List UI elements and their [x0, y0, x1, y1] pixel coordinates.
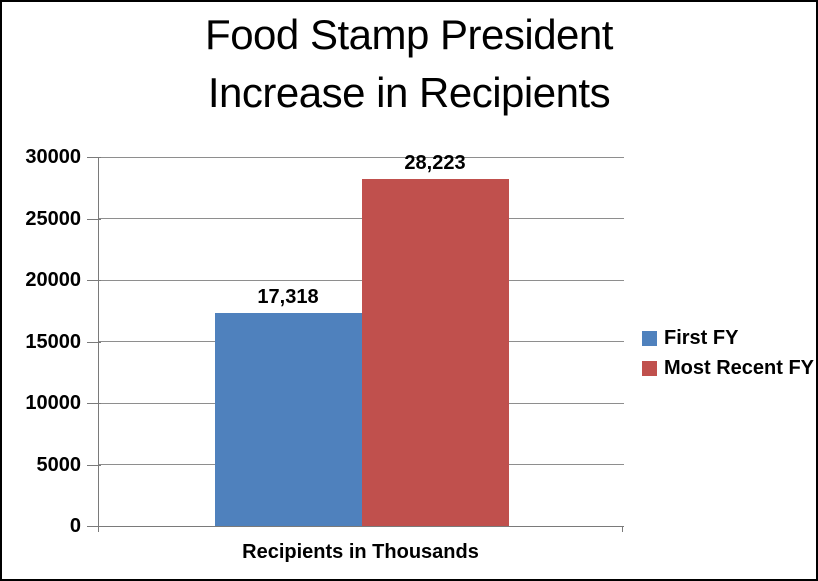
chart-title: Food Stamp President Increase in Recipie…	[2, 6, 816, 122]
y-axis-tick-25000	[87, 218, 101, 220]
x-axis-boundary-tick-0	[98, 527, 99, 532]
y-axis-tick-0	[87, 526, 101, 527]
legend-swatch-first-fy	[642, 330, 657, 346]
legend-item-first-fy: First FY	[642, 326, 814, 350]
y-axis-tick-30000	[87, 157, 101, 158]
y-axis-tick-5000	[87, 464, 101, 466]
y-axis-tick-label-20000: 20000	[25, 269, 81, 291]
y-axis-tick-15000	[87, 341, 101, 343]
x-axis-boundary-tick-1	[622, 527, 623, 532]
y-axis-tick-10000	[87, 403, 101, 404]
y-axis-tick-label-10000: 10000	[25, 392, 81, 414]
y-axis-tick-label-5000: 5000	[36, 453, 82, 476]
legend: First FY Most Recent FY	[642, 326, 814, 386]
legend-item-most-recent-fy: Most Recent FY	[642, 356, 814, 380]
chart-title-line-2: Increase in Recipients	[207, 69, 611, 116]
legend-label-most-recent-fy: Most Recent FY	[664, 356, 815, 379]
y-axis-tick-20000	[87, 280, 101, 281]
y-axis-tick-label-0: 0	[69, 515, 81, 537]
y-axis-tick-label-25000: 25000	[25, 207, 81, 230]
x-axis-label: Recipients in Thousands	[242, 541, 479, 563]
bar-value-label-most-recent-fy: 28,223	[404, 151, 466, 174]
y-axis-tick-label-30000: 30000	[25, 146, 81, 168]
legend-label-first-fy: First FY	[664, 326, 739, 349]
legend-swatch-most-recent-fy	[642, 360, 657, 376]
chart-title-line-1: Food Stamp President	[205, 11, 613, 58]
y-axis-tick-label-15000: 15000	[25, 330, 81, 353]
bar-most-recent-fy	[361, 178, 509, 526]
bar-value-label-first-fy: 17,318	[257, 285, 319, 308]
plot-area: 17,318 28,223	[98, 152, 624, 527]
gridline-30000	[99, 156, 624, 158]
bar-first-fy	[214, 312, 362, 526]
